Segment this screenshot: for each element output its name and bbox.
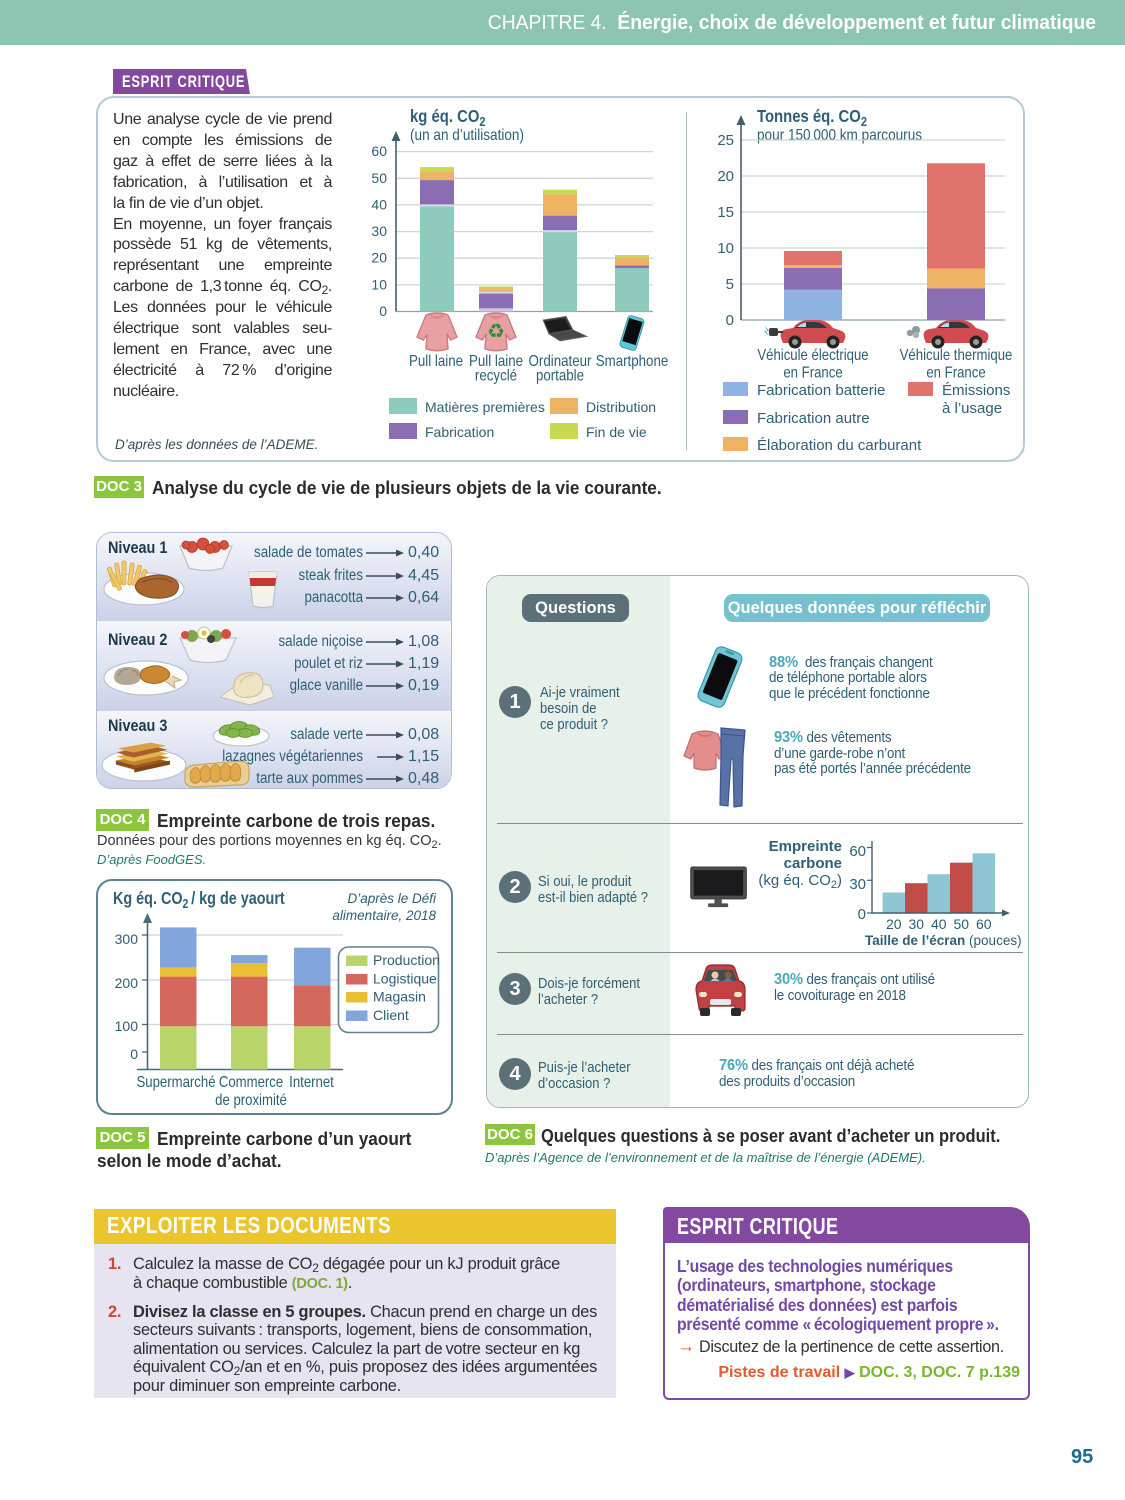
svg-text:Fin de vie: Fin de vie [586,424,647,440]
svg-text:D’après le Défi: D’après le Défi [347,891,437,906]
svg-text:Production: Production [373,952,440,968]
svg-text:pour 150 000 km parcourus: pour 150 000 km parcourus [757,127,922,144]
svg-text:30: 30 [371,223,387,239]
svg-text:0: 0 [379,303,387,319]
svg-text:10: 10 [371,276,387,292]
svg-text:♻: ♻ [487,321,505,343]
svg-text:Internet: Internet [289,1074,334,1091]
svg-text:Matières premières: Matières premières [425,399,545,415]
svg-text:30: 30 [909,916,925,932]
svg-text:à l’usage: à l’usage [942,400,1002,417]
svg-text:20: 20 [717,168,734,185]
svg-text:Empreinte: Empreinte [769,838,842,855]
svg-text:Fabrication batterie: Fabrication batterie [757,382,885,399]
svg-text:de proximité: de proximité [215,1092,287,1109]
svg-text:Taille de l’écran (pouces): Taille de l’écran (pouces) [865,933,1022,948]
svg-text:0: 0 [858,906,866,923]
svg-text:Commerce: Commerce [219,1074,283,1091]
svg-text:5: 5 [726,276,734,293]
svg-text:50: 50 [954,916,970,932]
svg-text:Magasin: Magasin [373,989,426,1005]
svg-text:Fabrication: Fabrication [425,424,494,440]
svg-text:0: 0 [130,1046,138,1062]
svg-text:en France: en France [926,365,985,382]
svg-text:Ordinateur: Ordinateur [529,353,592,370]
svg-text:Smartphone: Smartphone [596,353,669,370]
svg-text:(un an d’utilisation): (un an d’utilisation) [410,127,524,144]
svg-text:40: 40 [371,196,387,212]
svg-text:40: 40 [931,916,947,932]
svg-text:kg éq. CO2: kg éq. CO2 [410,107,486,129]
svg-text:Logistique: Logistique [373,971,437,987]
svg-text:10: 10 [717,240,734,257]
svg-text:25: 25 [717,132,734,149]
svg-text:Fabrication autre: Fabrication autre [757,410,870,427]
svg-text:carbone: carbone [784,855,842,872]
svg-text:en France: en France [783,365,842,382]
svg-text:60: 60 [371,143,387,159]
svg-text:Véhicule électrique: Véhicule électrique [757,347,868,364]
svg-text:Pull laine: Pull laine [469,353,523,370]
svg-text:Supermarché: Supermarché [136,1074,215,1091]
svg-text:Véhicule thermique: Véhicule thermique [900,347,1013,364]
svg-text:(kg éq. CO2): (kg éq. CO2) [758,872,842,891]
svg-text:300: 300 [115,931,139,947]
svg-text:200: 200 [115,975,139,991]
svg-text:Distribution: Distribution [586,399,656,415]
svg-text:Tonnes éq. CO2: Tonnes éq. CO2 [757,107,867,129]
svg-text:20: 20 [886,916,902,932]
svg-text:Élaboration du carburant: Élaboration du carburant [757,437,922,454]
svg-text:portable: portable [536,368,584,385]
svg-text:Émissions: Émissions [942,382,1010,399]
svg-text:30: 30 [849,876,866,893]
svg-text:50: 50 [371,170,387,186]
svg-text:Kg éq. CO2 / kg de yaourt: Kg éq. CO2 / kg de yaourt [113,889,285,912]
svg-text:60: 60 [849,843,866,860]
svg-text:20: 20 [371,250,387,266]
svg-text:15: 15 [717,204,734,221]
svg-text:recyclé: recyclé [475,368,517,385]
svg-text:0: 0 [726,312,734,329]
svg-text:60: 60 [976,916,992,932]
svg-text:alimentaire, 2018: alimentaire, 2018 [332,908,436,923]
svg-text:100: 100 [115,1018,139,1034]
svg-text:Pull laine: Pull laine [409,353,463,370]
svg-text:Client: Client [373,1007,409,1023]
